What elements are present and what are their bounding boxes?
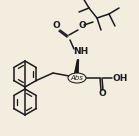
- Text: NH: NH: [73, 47, 89, 56]
- Ellipse shape: [68, 73, 86, 83]
- Text: Abs: Abs: [71, 75, 83, 81]
- Text: OH: OH: [112, 74, 128, 83]
- Text: O: O: [52, 21, 60, 30]
- Polygon shape: [74, 60, 78, 73]
- Text: O: O: [98, 89, 106, 98]
- Text: O: O: [78, 21, 86, 30]
